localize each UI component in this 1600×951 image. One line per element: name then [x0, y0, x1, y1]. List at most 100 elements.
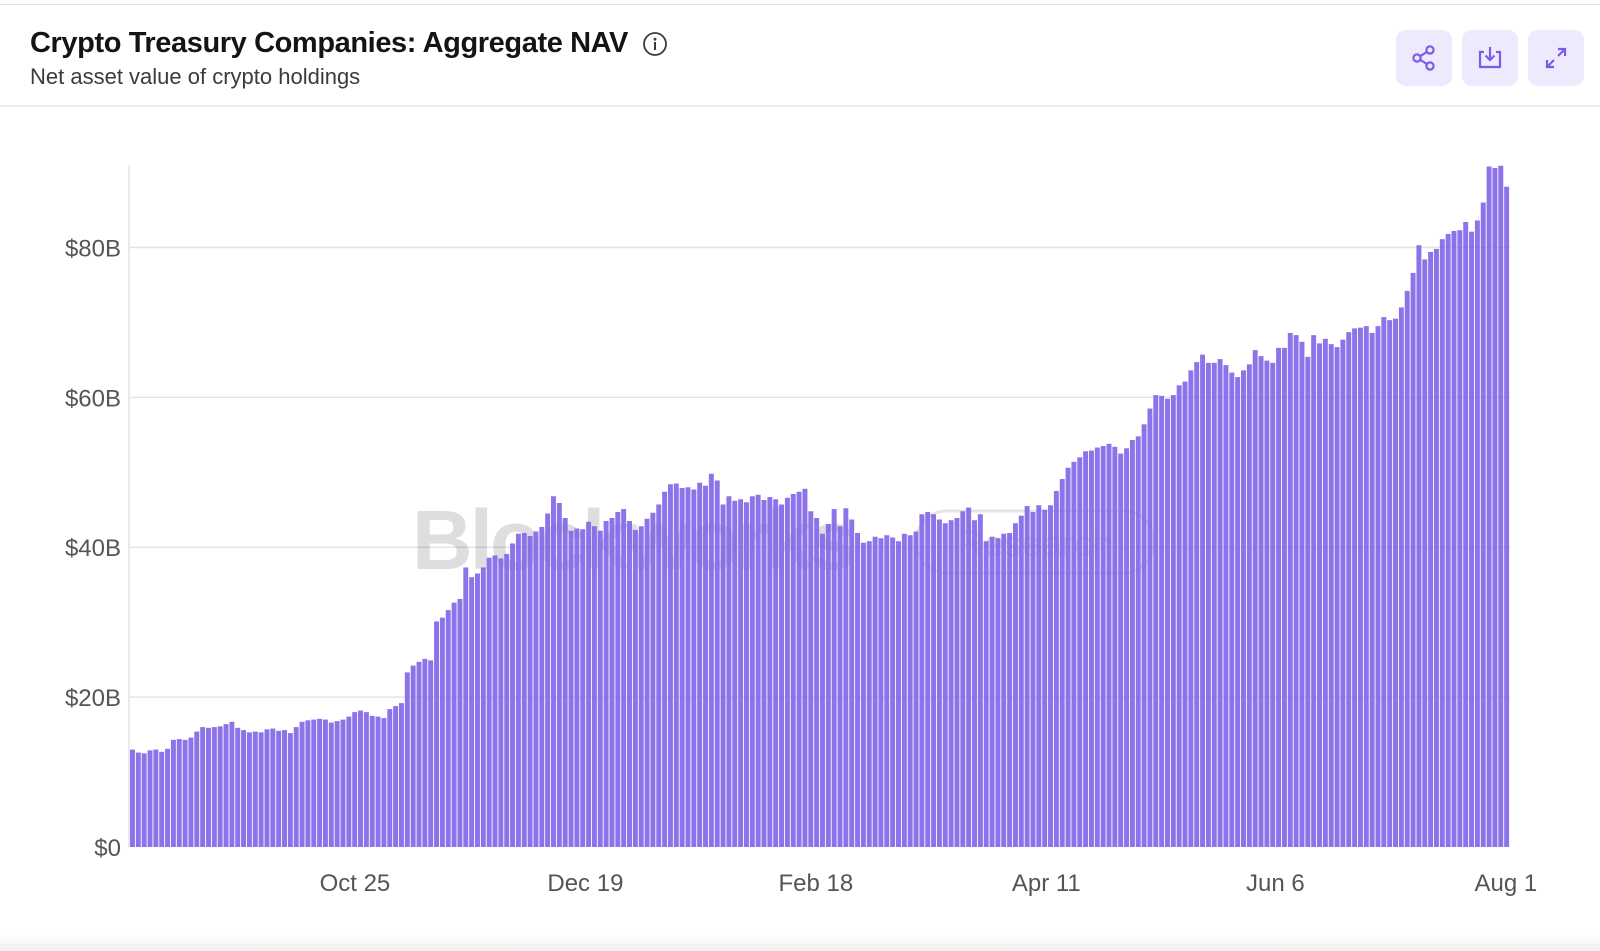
- bar: [773, 499, 779, 847]
- bar: [708, 473, 714, 847]
- bar: [182, 739, 188, 847]
- bar: [884, 535, 890, 847]
- bar: [1433, 248, 1439, 847]
- bar: [919, 514, 925, 847]
- bar: [896, 541, 901, 847]
- bar: [1317, 343, 1322, 847]
- bar: [1176, 385, 1182, 847]
- bar: [1007, 532, 1013, 847]
- bar: [1305, 356, 1311, 847]
- chart-header: Crypto Treasury Companies: Aggregate NAV…: [0, 5, 1600, 107]
- share-icon: [1412, 45, 1435, 71]
- bar: [515, 533, 521, 847]
- bar: [293, 727, 299, 847]
- bar: [159, 751, 165, 847]
- bar: [469, 577, 475, 847]
- bar: [1504, 186, 1510, 848]
- bottom-edge: [0, 933, 1600, 951]
- bar: [258, 732, 264, 847]
- y-tick-label: $20B: [65, 685, 121, 712]
- bar: [1416, 245, 1422, 847]
- bar: [1235, 377, 1241, 847]
- bar: [673, 483, 679, 847]
- bar: [340, 719, 346, 847]
- bar: [375, 716, 381, 847]
- bar: [1270, 362, 1276, 847]
- info-icon[interactable]: [642, 31, 668, 57]
- bar: [264, 729, 270, 847]
- bar: [1018, 515, 1024, 847]
- bar: [1463, 221, 1469, 848]
- chart-toolbar: [1396, 30, 1584, 86]
- bar: [252, 731, 258, 847]
- bar: [972, 520, 977, 847]
- bar: [1428, 251, 1434, 847]
- bar: [533, 531, 539, 847]
- bar: [632, 529, 638, 847]
- bar: [1375, 326, 1381, 847]
- bar: [901, 533, 907, 847]
- bar: [743, 502, 749, 847]
- bar: [808, 511, 814, 847]
- bar: [1211, 362, 1217, 847]
- bar: [1042, 509, 1048, 847]
- download-button[interactable]: [1462, 30, 1518, 86]
- bar: [1012, 523, 1018, 847]
- bar: [539, 526, 545, 847]
- bar: [1129, 440, 1135, 847]
- bar: [352, 712, 358, 847]
- bar: [176, 739, 182, 847]
- bar: [586, 521, 592, 847]
- bar: [603, 520, 609, 847]
- x-tick-label: Aug 1: [1475, 870, 1538, 897]
- bar: [1077, 457, 1083, 847]
- bar: [445, 610, 451, 847]
- bar: [1258, 356, 1264, 847]
- bar: [609, 517, 615, 847]
- download-icon: [1478, 47, 1502, 69]
- bar: [235, 727, 241, 847]
- bar: [492, 555, 498, 847]
- bar: [1118, 453, 1124, 847]
- bar: [1340, 339, 1346, 847]
- share-button[interactable]: [1396, 30, 1452, 86]
- y-tick-label: $40B: [65, 535, 121, 562]
- bar: [989, 536, 995, 847]
- bar: [1229, 372, 1235, 847]
- bar: [328, 722, 334, 847]
- chart-title: Crypto Treasury Companies: Aggregate NAV: [30, 27, 628, 59]
- bar: [381, 718, 387, 847]
- bar: [977, 514, 983, 847]
- bar: [580, 529, 586, 847]
- bar: [147, 750, 153, 847]
- bar: [942, 523, 948, 847]
- expand-button[interactable]: [1528, 30, 1584, 86]
- bar: [667, 484, 673, 847]
- bar: [615, 512, 621, 847]
- bar: [1065, 467, 1071, 847]
- bar: [206, 727, 211, 847]
- bar: [556, 503, 562, 847]
- title-row: Crypto Treasury Companies: Aggregate NAV: [30, 27, 668, 60]
- bar: [229, 721, 235, 847]
- bar: [866, 541, 872, 847]
- bar: [779, 504, 785, 847]
- bar: [428, 660, 434, 847]
- bar: [767, 497, 773, 847]
- bar: [521, 532, 527, 847]
- bar: [732, 500, 738, 847]
- y-tick-label: $80B: [65, 235, 121, 262]
- bar: [1474, 220, 1480, 848]
- bar: [1059, 479, 1065, 847]
- bar: [369, 715, 375, 847]
- bar: [814, 517, 820, 847]
- bar: [1311, 335, 1317, 847]
- x-tick-label: Feb 18: [779, 870, 854, 897]
- bar: [1223, 365, 1229, 847]
- bar: [825, 523, 831, 847]
- bar: [621, 509, 627, 847]
- bar: [597, 530, 603, 847]
- bar: [1445, 233, 1451, 847]
- bar: [1486, 166, 1492, 847]
- bar: [510, 543, 516, 847]
